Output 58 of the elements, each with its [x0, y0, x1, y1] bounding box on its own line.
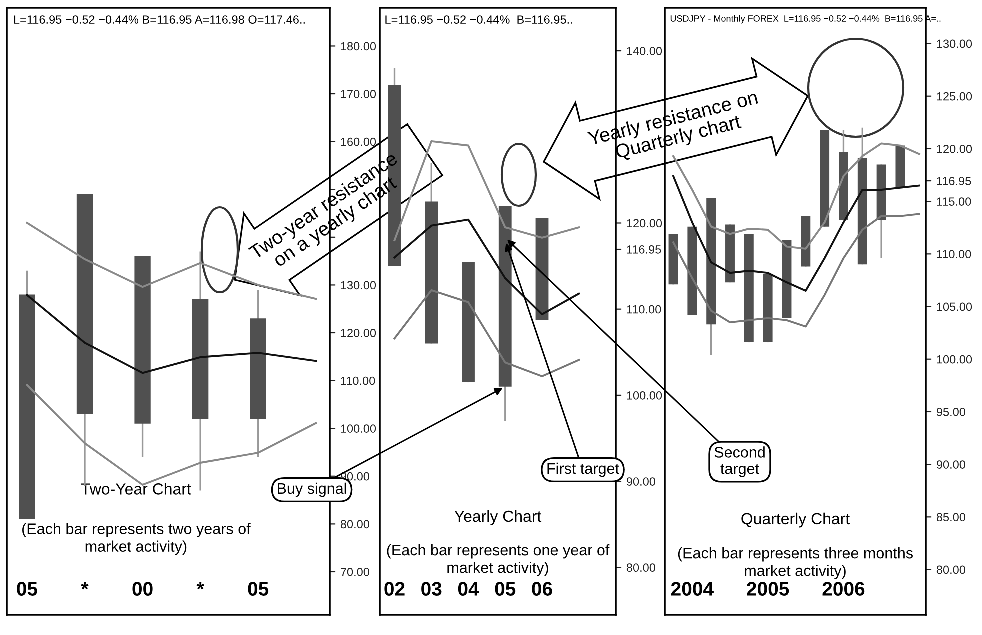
- y-tick-label: 100.00: [627, 391, 662, 400]
- text: (Each bar represents one year of market activity): [387, 544, 610, 576]
- y-tick-label: 110.00: [627, 305, 662, 314]
- x-tick-label: 05: [17, 582, 38, 596]
- x-tick-label: 2006: [822, 582, 865, 596]
- y-tick-label: 120.00: [627, 219, 662, 228]
- annotation: First target: [548, 462, 620, 478]
- text: Yearly Chart: [454, 510, 542, 526]
- x-tick-label: 02: [384, 582, 405, 596]
- x-tick-label: 05: [248, 582, 269, 596]
- line-series: [394, 289, 580, 378]
- text: (Each bar represents three months market activity): [678, 548, 913, 580]
- y-tick-label: 120.00: [341, 329, 376, 338]
- line-series: [672, 213, 920, 328]
- annotation: Yearly resistance on Quarterly chart: [587, 90, 760, 163]
- x-tick-label: 2004: [671, 582, 714, 596]
- y-tick-label: 80.00: [936, 566, 966, 574]
- line-series: [26, 294, 318, 374]
- text: (Each bar represents two years of market activity): [22, 523, 251, 556]
- x-tick-label: 00: [132, 582, 153, 596]
- y-tick-label: 115.00: [937, 198, 972, 206]
- text: Two-Year Chart: [81, 483, 192, 495]
- y-tick-label: 140.00: [627, 47, 662, 56]
- text: Quarterly Chart: [742, 512, 850, 528]
- y-tick-label: 125.00: [937, 92, 972, 101]
- x-tick-label: 05: [495, 582, 516, 596]
- x-tick-label: 03: [422, 582, 442, 596]
- x-tick-label: 04: [458, 582, 480, 596]
- y-tick-label: 170.00: [341, 90, 376, 98]
- y-tick-label: 90.00: [936, 460, 966, 469]
- y-tick-label: 100.00: [341, 424, 376, 433]
- y-tick-label: 116.95: [937, 177, 972, 186]
- x-tick-label: 2005: [747, 582, 790, 596]
- y-tick-label: 90.00: [626, 478, 656, 486]
- y-tick-label: 130.00: [341, 281, 376, 290]
- y-tick-label: 130.00: [937, 40, 972, 48]
- annotation: Second target: [714, 446, 765, 478]
- y-tick-label: 180.00: [341, 42, 376, 51]
- x-tick-label: *: [81, 582, 89, 590]
- annotation: L=116.95 −0.52 −0.44% B=116.95..: [386, 16, 572, 24]
- y-tick-label: 110.00: [341, 376, 376, 386]
- y-tick-label: 105.00: [937, 302, 972, 312]
- y-tick-label: 70.00: [341, 568, 370, 576]
- x-tick-label: *: [196, 582, 204, 590]
- y-tick-label: 120.00: [937, 145, 972, 154]
- y-tick-label: 110.00: [937, 250, 972, 259]
- y-tick-label: 160.00: [341, 138, 376, 146]
- line-series: [672, 175, 920, 292]
- y-tick-label: 95.00: [936, 408, 966, 416]
- y-tick-label: 116.95: [627, 246, 662, 254]
- x-tick-label: 06: [532, 582, 552, 596]
- y-tick-label: 80.00: [340, 520, 370, 529]
- annotation: L=116.95 −0.52 −0.44% B=116.95 A=116.98 O=117.46..: [14, 16, 305, 24]
- line-series: [394, 218, 580, 316]
- y-tick-label: 100.00: [937, 355, 972, 364]
- annotation: Buy signal: [278, 482, 346, 498]
- y-tick-label: 80.00: [626, 564, 656, 572]
- y-tick-label: 85.00: [936, 513, 966, 522]
